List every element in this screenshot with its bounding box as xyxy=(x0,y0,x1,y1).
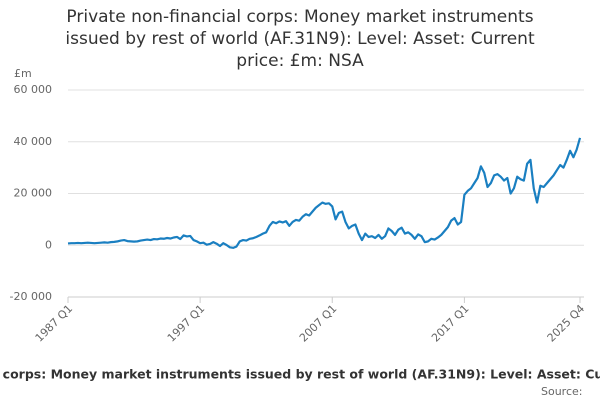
x-tick-label: 1987 Q1 xyxy=(33,302,76,345)
x-tick-label: 1997 Q1 xyxy=(165,302,208,345)
x-tick-label: 2007 Q1 xyxy=(297,302,340,345)
y-tick-label: 40 000 xyxy=(14,135,53,148)
x-tick-label: 2025 Q4 xyxy=(545,302,588,345)
y-tick-label: -20 000 xyxy=(10,290,52,303)
source: Source: xyxy=(541,385,583,398)
x-tick-label: 2017 Q1 xyxy=(429,302,472,345)
legend-label: Private non-financial corps: Money marke… xyxy=(0,367,600,382)
series-line xyxy=(67,137,582,249)
y-tick-label: 60 000 xyxy=(14,83,53,96)
y-tick-label: 0 xyxy=(45,238,52,251)
y-unit: £m xyxy=(14,67,32,80)
chart-title: Private non-financial corps: Money marke… xyxy=(65,7,535,71)
y-tick-label: 20 000 xyxy=(14,187,53,200)
